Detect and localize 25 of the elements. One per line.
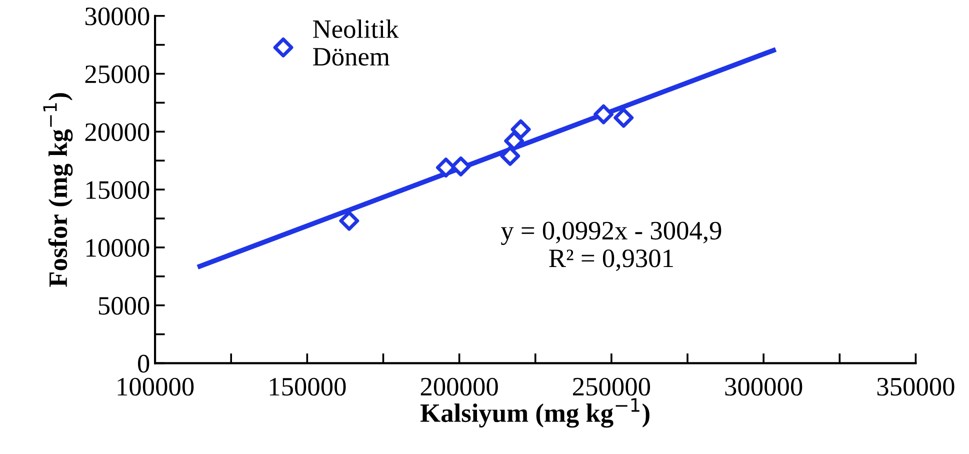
- x-tick-label: 350000: [877, 378, 954, 396]
- annotation: y = 0,0992x - 3004,9: [500, 222, 722, 246]
- legend-label: Neolitik Dönem: [313, 20, 399, 66]
- point: [339, 210, 360, 231]
- point: [450, 156, 471, 176]
- y-tick-label: 20000: [85, 123, 150, 142]
- y-tick-label: 30000: [85, 7, 150, 26]
- annotation: R² = 0,9301: [549, 249, 673, 272]
- y-tick-label: 10000: [86, 239, 150, 257]
- y-tick-label: 25000: [85, 65, 150, 84]
- x-tick-label: 100000: [118, 378, 194, 396]
- point: [510, 119, 531, 140]
- x-tick-label: 300000: [725, 378, 802, 396]
- x-tick-label: 150000: [270, 378, 346, 396]
- point: [594, 104, 614, 124]
- x-tick-label: 200000: [420, 378, 498, 396]
- x-tick-label: 250000: [573, 378, 650, 396]
- y-tick-label: 0: [138, 354, 150, 373]
- point: [504, 130, 524, 151]
- y-tick-label: 15000: [86, 181, 150, 199]
- point: [614, 108, 634, 128]
- y-tick-label: 5000: [98, 296, 150, 315]
- y-axis-title: Fosfor (mg kg$^{−1}$): [43, 93, 73, 287]
- point: [500, 146, 520, 166]
- x-axis-title: Kalsiyum (mg kg$^{−1}$): [420, 398, 650, 428]
